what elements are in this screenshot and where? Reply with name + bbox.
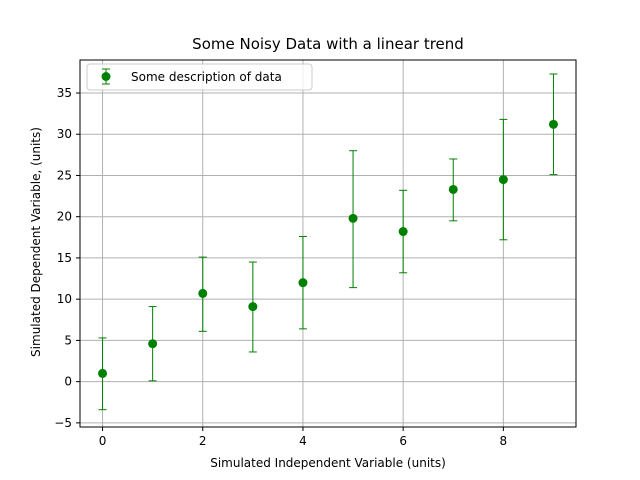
x-tick-label: 2 [199, 434, 207, 448]
x-tick-label: 6 [399, 434, 407, 448]
y-tick-label: 5 [64, 333, 72, 347]
data-point [198, 256, 208, 332]
y-tick-label: 20 [57, 210, 72, 224]
legend: Some description of data [86, 63, 313, 91]
y-tick-label: 25 [57, 168, 72, 182]
data-marker [98, 368, 108, 378]
y-tick-label: 10 [57, 292, 72, 306]
data-marker [248, 302, 258, 312]
data-point [448, 158, 458, 222]
data-series [98, 73, 558, 411]
axis-ticks: 0 2 4 6 8 −5 0 5 10 15 20 25 30 35 [54, 86, 507, 448]
data-point [498, 118, 508, 241]
x-tick-label: 4 [299, 434, 307, 448]
y-tick-label: −5 [54, 416, 72, 430]
data-marker [298, 278, 308, 288]
x-tick-label: 8 [500, 434, 508, 448]
y-axis-label: Simulated Dependent Variable, (units) [29, 127, 43, 357]
y-tick-label: 15 [57, 251, 72, 265]
data-marker [548, 119, 558, 129]
data-point [348, 150, 358, 289]
data-marker [398, 227, 408, 237]
data-point [248, 261, 258, 353]
y-tick-label: 35 [57, 86, 72, 100]
data-point [98, 337, 108, 411]
data-point [148, 306, 158, 382]
data-marker [448, 184, 458, 194]
y-tick-label: 0 [64, 375, 72, 389]
x-axis-label: Simulated Independent Variable (units) [210, 456, 446, 470]
x-tick-label: 0 [99, 434, 107, 448]
data-marker [348, 213, 358, 223]
chart-title: Some Noisy Data with a linear trend [192, 35, 464, 53]
data-marker [498, 175, 508, 185]
legend-label: Some description of data [131, 70, 282, 84]
legend-box [86, 63, 313, 91]
plot-frame [79, 59, 577, 428]
y-tick-label: 30 [57, 127, 72, 141]
data-marker [198, 288, 208, 298]
data-point [398, 189, 408, 274]
data-marker [148, 339, 158, 349]
legend-marker [101, 72, 111, 81]
data-point [298, 235, 308, 330]
data-point [548, 73, 558, 176]
